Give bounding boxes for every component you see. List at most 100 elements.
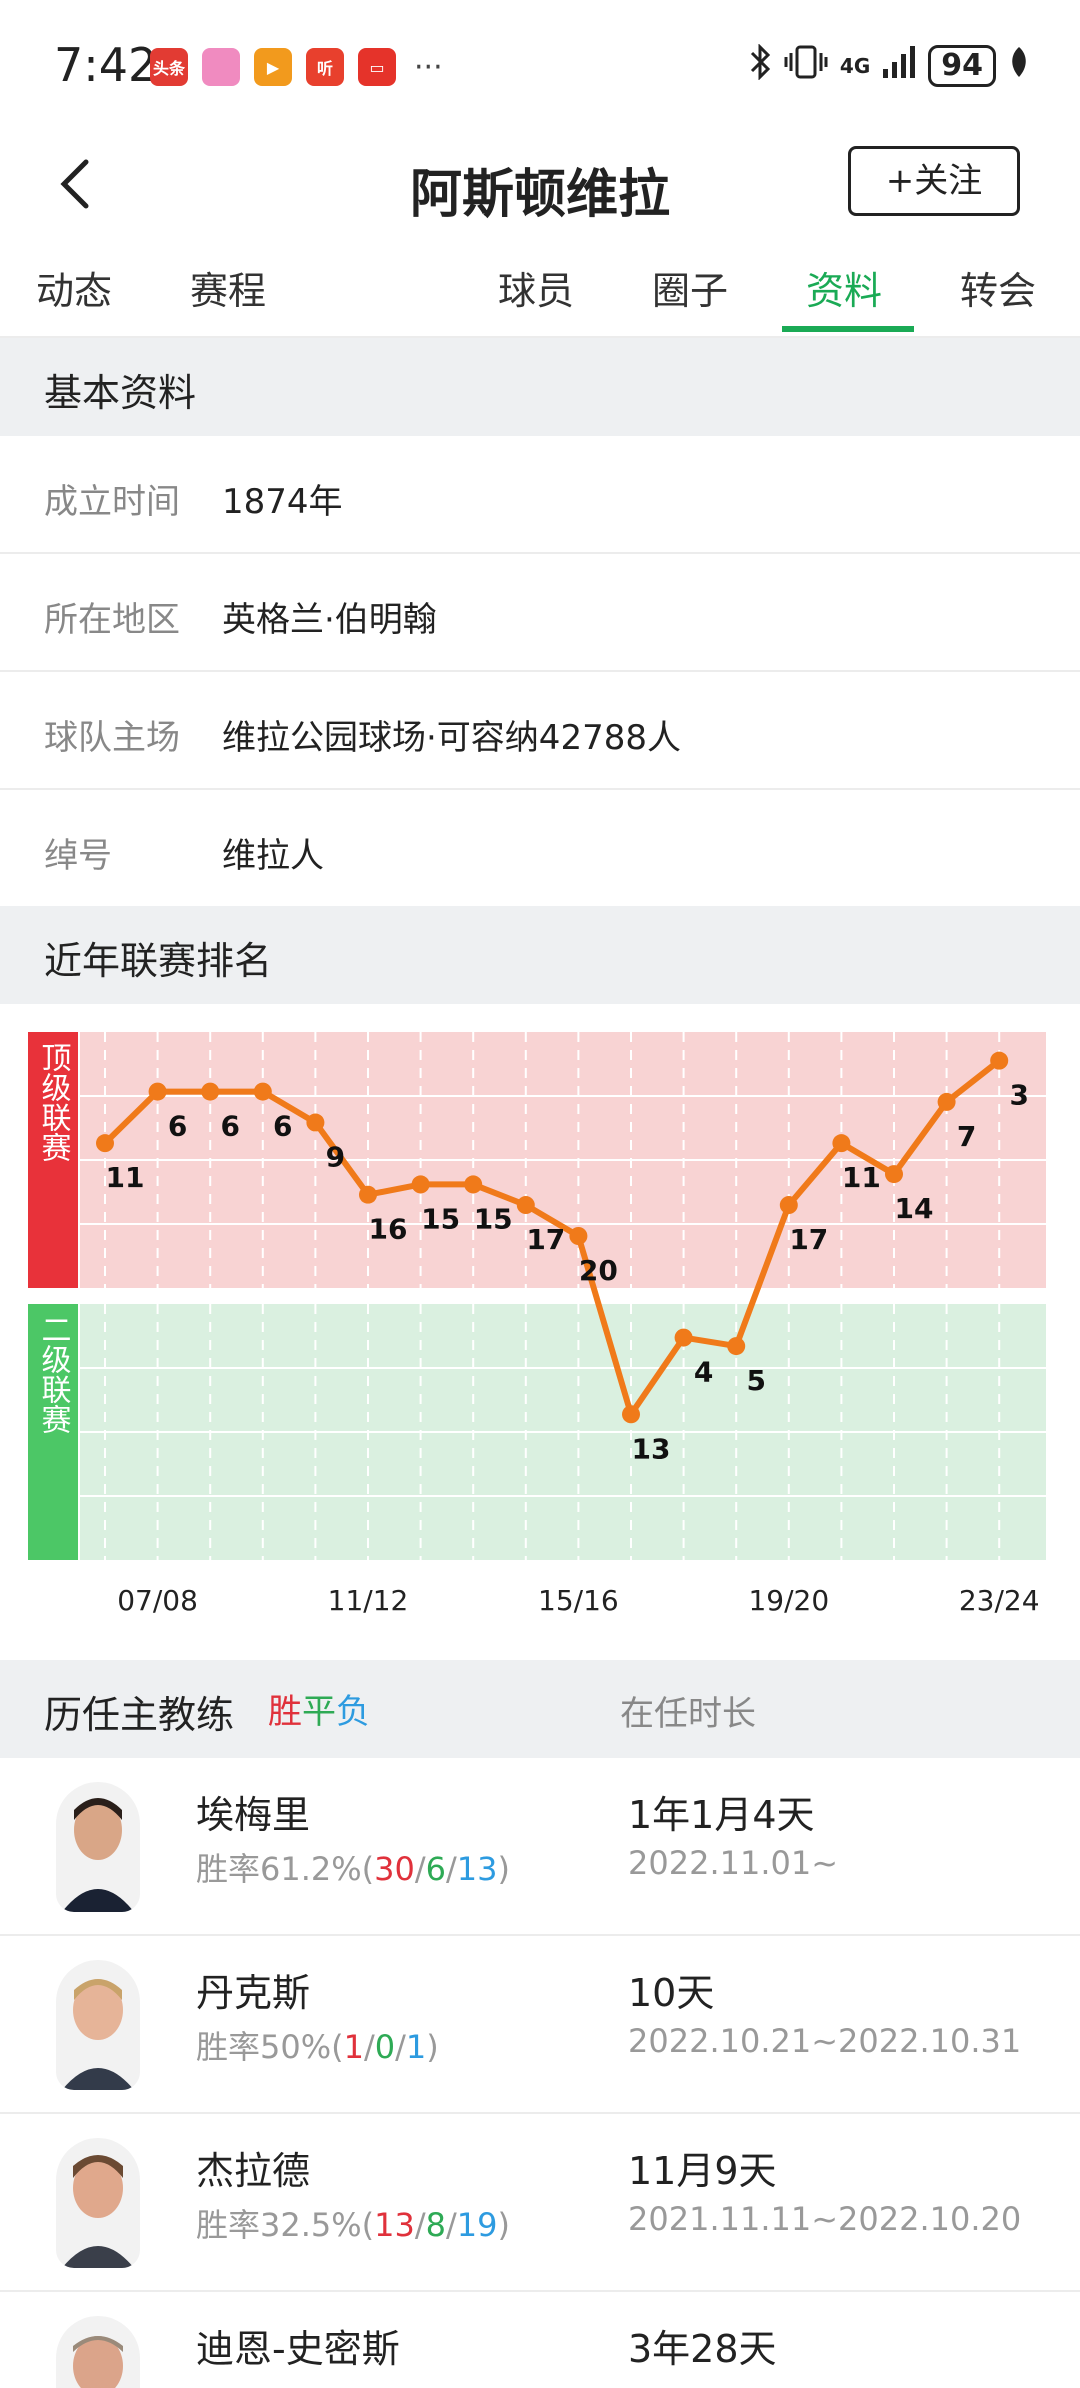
coach-win-rate: 胜率50%(1/0/1): [196, 2028, 439, 2066]
tenure-header: 在任时长: [620, 1694, 756, 1734]
info-label: 球队主场: [44, 718, 180, 758]
losses: 19: [456, 2206, 498, 2244]
coach-name: 埃梅里: [196, 1793, 311, 1837]
rate-prefix: 胜率: [196, 2206, 261, 2244]
rank-label: 11: [842, 1161, 881, 1194]
basic-info-header: 基本资料: [0, 338, 1080, 436]
coach-row-smith[interactable]: 迪恩-史密斯 3年28天: [0, 2292, 1080, 2388]
page-title: 阿斯顿维拉: [409, 165, 670, 225]
rank-point: [727, 1337, 746, 1356]
coach-name: 杰拉德: [196, 2149, 311, 2193]
info-row-founded: 成立时间 1874年: [0, 436, 1080, 554]
rate-value: 50%: [260, 2028, 332, 2066]
rank-point: [148, 1082, 167, 1101]
losses: 1: [405, 2028, 427, 2066]
coach-name: 迪恩-史密斯: [196, 2327, 400, 2371]
more-notifications-icon: ···: [414, 49, 443, 85]
tab-schedule[interactable]: 赛程: [190, 269, 267, 313]
coaches-title: 历任主教练: [44, 1693, 235, 1737]
ranking-header: 近年联赛排名: [0, 906, 1080, 1004]
tab-transfers[interactable]: 转会: [960, 269, 1037, 313]
x-tick-label: 19/20: [748, 1584, 829, 1617]
draws: 6: [425, 1850, 447, 1888]
coach-row-emery[interactable]: 埃梅里 胜率61.2%(30/6/13) 1年1月4天 2022.11.01~: [0, 1758, 1080, 1936]
coach-dates: 2022.10.21~2022.10.31: [628, 2022, 1022, 2060]
info-value: 英格兰·伯明翰: [222, 600, 437, 640]
coach-dates: 2021.11.11~2022.10.20: [628, 2200, 1022, 2238]
coach-avatar: [56, 1782, 140, 1912]
coach-tenure: 11月9天: [628, 2149, 777, 2193]
x-tick-label: 07/08: [117, 1584, 198, 1617]
rank-label: 7: [957, 1120, 976, 1153]
rank-point: [411, 1175, 430, 1194]
rank-label: 17: [526, 1223, 565, 1256]
rank-point: [306, 1113, 325, 1132]
rank-label: 13: [632, 1432, 671, 1465]
coach-win-rate: 胜率61.2%(30/6/13): [196, 1850, 510, 1888]
wins: 13: [374, 2206, 415, 2244]
coach-dates: 2022.11.01~: [628, 1844, 839, 1882]
tab-bar: 动态 赛程 球员 圈子 资料 转会: [0, 240, 1080, 338]
rate-value: 32.5%: [260, 2206, 362, 2244]
tab-news[interactable]: 动态: [36, 269, 113, 313]
rank-label: 15: [421, 1202, 460, 1235]
x-tick-label: 15/16: [538, 1584, 619, 1617]
leaf-icon: [1008, 45, 1030, 87]
rank-point: [464, 1175, 483, 1194]
legend-loss: 负: [336, 1692, 370, 1732]
rate-prefix: 胜率: [196, 2028, 261, 2066]
info-label: 成立时间: [44, 482, 180, 522]
tab-players[interactable]: 球员: [498, 269, 575, 313]
x-tick-label: 11/12: [328, 1584, 409, 1617]
wins: 30: [374, 1850, 415, 1888]
info-value: 维拉公园球场·可容纳42788人: [222, 718, 681, 758]
red-app-icon: ▭: [358, 48, 396, 86]
rank-label: 14: [895, 1192, 934, 1225]
draws: 8: [425, 2206, 447, 2244]
legend-win: 胜: [268, 1692, 302, 1732]
bluetooth-icon: [750, 43, 772, 88]
tab-community[interactable]: 圈子: [652, 269, 729, 313]
coach-avatar: [56, 1960, 140, 2090]
coach-row-gerrard[interactable]: 杰拉德 胜率32.5%(13/8/19) 11月9天 2021.11.11~20…: [0, 2114, 1080, 2292]
notification-icons: 头条 ▶ 听 ▭ ···: [150, 48, 443, 86]
coach-row-danks[interactable]: 丹克斯 胜率50%(1/0/1) 10天 2022.10.21~2022.10.…: [0, 1936, 1080, 2114]
info-value: 维拉人: [222, 836, 324, 876]
x-tick-label: 23/24: [959, 1584, 1040, 1617]
rank-label: 5: [746, 1364, 765, 1397]
battery-level: 94: [928, 45, 996, 87]
rank-point: [359, 1185, 377, 1204]
listen-app-icon: 听: [306, 48, 344, 86]
back-arrow-icon: [60, 159, 89, 209]
league-band-label: 二级联赛: [36, 1314, 72, 1434]
rank-label: 16: [369, 1213, 408, 1246]
coaches-legend: 胜平负: [268, 1684, 370, 1733]
tab-info[interactable]: 资料: [806, 269, 883, 313]
draws: 0: [374, 2028, 396, 2066]
league-band-label: 顶级联赛: [36, 1042, 72, 1162]
video-app-icon: ▶: [254, 48, 292, 86]
back-button[interactable]: [50, 148, 110, 218]
coach-name: 丹克斯: [196, 1971, 311, 2015]
rank-point: [201, 1082, 220, 1101]
info-label: 所在地区: [44, 600, 180, 640]
rank-label: 3: [1009, 1079, 1028, 1112]
toutiao-icon: 头条: [150, 48, 188, 86]
coach-tenure: 10天: [628, 1971, 715, 2015]
rank-label: 15: [474, 1202, 513, 1235]
info-label: 绰号: [44, 836, 112, 876]
rank-point: [937, 1092, 956, 1111]
vibrate-icon: [784, 44, 828, 88]
rank-point: [569, 1227, 588, 1245]
title-bar: 阿斯顿维拉 +关注: [0, 130, 1080, 240]
info-row-region: 所在地区 英格兰·伯明翰: [0, 554, 1080, 672]
coach-tenure: 1年1月4天: [628, 1793, 815, 1837]
league-band-label-bg: [28, 1304, 78, 1560]
ranking-title: 近年联赛排名: [44, 939, 273, 983]
follow-button[interactable]: +关注: [848, 146, 1020, 216]
coach-tenure: 3年28天: [628, 2327, 777, 2371]
info-row-stadium: 球队主场 维拉公园球场·可容纳42788人: [0, 672, 1080, 790]
rank-point: [885, 1165, 903, 1184]
rank-label: 17: [789, 1223, 828, 1256]
